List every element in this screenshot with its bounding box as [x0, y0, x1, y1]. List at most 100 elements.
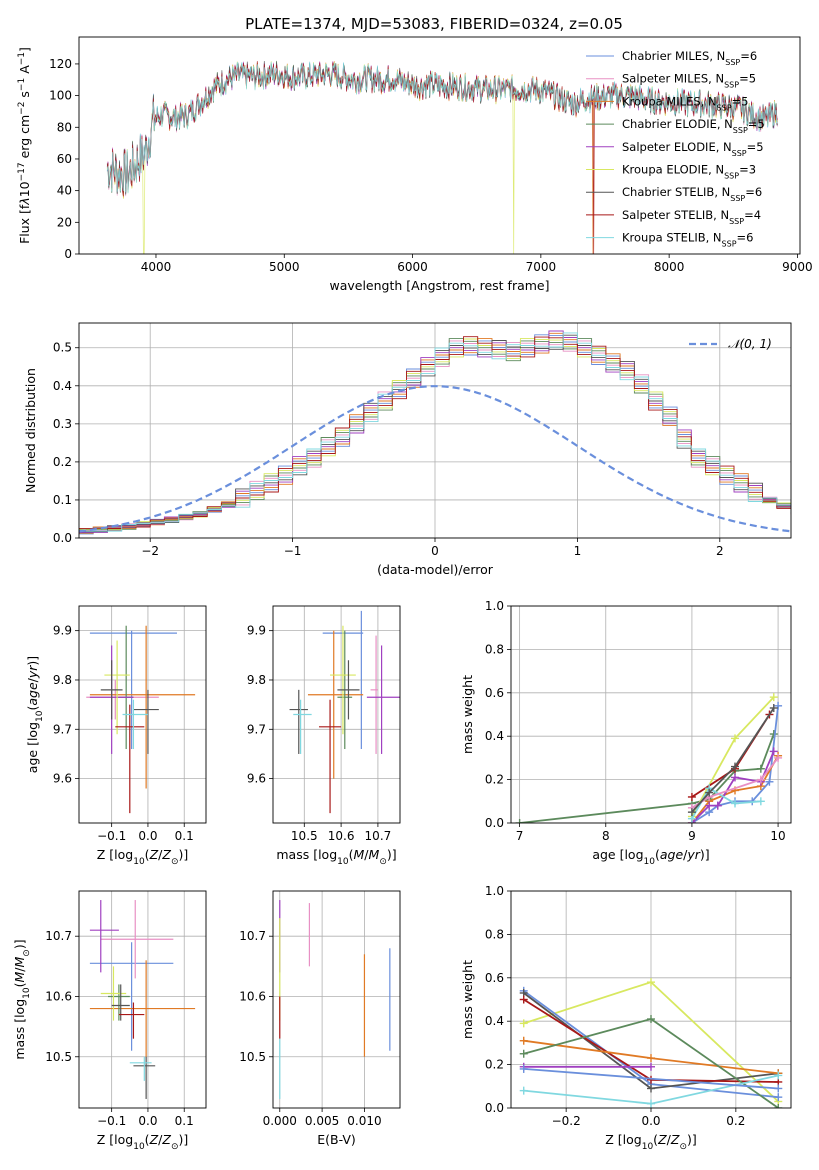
y-tick-label: 9.6 — [247, 772, 266, 786]
age-vs-metallicity-panel: −0.1 0.0 0.1 9.6 9.7 9.8 9.9 Z [log10(Z/Z⊙)] age… — [25, 605, 207, 867]
series-marker-kroupa_elodie — [731, 734, 739, 743]
series-marker-salpeter_elodie — [713, 801, 722, 810]
y-tick-label: 60 — [57, 152, 72, 166]
x-tick-label: 7000 — [526, 260, 557, 274]
errorbar-point-kroupa_elodie — [330, 625, 356, 735]
x-axis-label: wavelength [Angstrom, rest frame] — [329, 278, 549, 293]
x-tick-label: 9000 — [782, 260, 813, 274]
axes-frame: 7 8 9 10 0.0 0.2 0.4 0.6 0.8 1.0 age [log10(age/yr… — [460, 599, 792, 867]
errorbar-point-chabrier_miles — [89, 630, 177, 750]
y-tick-label: 10.6 — [239, 989, 266, 1003]
y-tick-label: 0.1 — [53, 493, 72, 507]
y-tick-label: 9.9 — [247, 624, 266, 638]
errorbar-point-chabrier_stelib — [289, 689, 308, 754]
x-tick-label: 0.1 — [175, 829, 194, 843]
series-marker-kroupa_elodie — [647, 978, 655, 987]
errorbar-point-chabrier_stelib — [111, 984, 130, 1021]
y-tick-label: 10.6 — [45, 989, 72, 1003]
figure-title: PLATE=1374, MJD=53083, FIBERID=0324, z=0… — [245, 15, 623, 33]
axes-frame: 0.000 0.005 0.010 10.5 10.6 10.7 E(B-V) — [239, 890, 401, 1147]
series-marker-chabrier_elodie — [647, 1015, 655, 1024]
series-marker-chabrier_stelib — [731, 762, 739, 771]
series-marker-kroupa_stelib — [647, 1099, 655, 1108]
y-tick-label: 0.8 — [485, 927, 504, 941]
y-tick-label: 0.0 — [53, 531, 72, 545]
x-tick-label: 0.010 — [347, 1114, 381, 1128]
axes-frame: 4000 5000 6000 7000 8000 9000 0 20 40 60 80 100 120 w… — [17, 36, 813, 293]
axes-border — [510, 605, 792, 824]
y-axis-label: Normed distribution — [23, 368, 38, 493]
x-tick-label: 9 — [688, 829, 696, 843]
axes-frame: −0.2 0.0 0.2 0.0 0.2 0.4 0.6 0.8 1.0 Z [log10(Z/Z… — [460, 884, 792, 1152]
errorbar-point-salpeter_miles — [370, 635, 378, 754]
y-tick-label: 9.9 — [53, 624, 72, 638]
x-tick-label: 0.0 — [641, 1114, 660, 1128]
y-tick-label: 0.2 — [485, 773, 504, 787]
errorbar-point-kroupa_stelib — [122, 699, 148, 750]
y-tick-label: 9.8 — [247, 673, 266, 687]
series-marker-salpeter_elodie — [705, 801, 714, 810]
y-tick-label: 0 — [64, 247, 72, 261]
y-axis-label: mass [log10(M/M⊙)] — [12, 939, 32, 1059]
spectrum-line-kroupa_stelib — [106, 61, 778, 194]
series-marker-kroupa_elodie — [769, 693, 778, 702]
x-axis-label: mass [log10(M/M⊙)] — [276, 847, 396, 867]
axes-border — [78, 605, 207, 824]
mass-vs-metallicity-panel: −0.1 0.0 0.1 10.5 10.6 10.7 Z [log10(Z/Z⊙)] mas… — [12, 890, 207, 1152]
legend-label: Chabrier STELIB, NSSP=6 — [622, 185, 762, 203]
y-tick-label: 9.8 — [53, 673, 72, 687]
mass-vs-ebv-panel: 0.000 0.005 0.010 10.5 10.6 10.7 E(B-V) — [239, 890, 401, 1147]
errorbar-point-salpeter_miles — [100, 900, 174, 979]
series-marker-chabrier_miles — [774, 701, 783, 710]
normal-curve — [79, 385, 791, 533]
series-marker-chabrier_miles — [774, 1093, 783, 1102]
series-marker-chabrier_stelib — [705, 788, 714, 797]
errorbar-point-kroupa_stelib — [129, 1056, 152, 1081]
errorbar-point-salpeter_elodie — [89, 900, 119, 973]
axes-frame: −2 −1 0 1 2 0.0 0.1 0.2 0.3 0.4 0.5 (data-model)/er… — [23, 322, 792, 577]
legend: Chabrier MILES, NSSP=6 Salpeter MILES, NS… — [586, 49, 765, 248]
y-tick-label: 0.3 — [53, 417, 72, 431]
errorbar-point-kroupa_miles — [89, 960, 196, 1057]
errorbar-point-chabrier_stelib — [133, 689, 159, 754]
x-tick-label: −0.1 — [97, 829, 126, 843]
histogram-salpeter_miles — [79, 340, 791, 531]
mass-weight-vs-metallicity-panel: −0.2 0.0 0.2 0.0 0.2 0.4 0.6 0.8 1.0 Z [log10(Z/Z… — [460, 884, 792, 1152]
y-tick-label: 120 — [49, 57, 72, 71]
age-vs-mass-panel: 10.5 10.6 10.7 9.6 9.7 9.8 9.9 mass [log10(M/M⊙… — [247, 605, 401, 867]
x-tick-label: −0.2 — [552, 1114, 581, 1128]
x-tick-label: 4000 — [141, 260, 172, 274]
x-tick-label: 7 — [516, 829, 524, 843]
axes-border — [78, 36, 801, 255]
x-tick-label: 8 — [602, 829, 610, 843]
series-line-chabrier_elodie — [519, 733, 775, 823]
errorbar-point-kroupa_miles — [307, 630, 364, 779]
x-tick-label: 0.0 — [138, 1114, 157, 1128]
x-tick-label: 10.6 — [328, 829, 355, 843]
x-tick-label: −2 — [141, 544, 159, 558]
errorbar-point-kroupa_elodie — [104, 640, 130, 735]
histogram-kroupa_stelib — [79, 332, 791, 532]
errorbar-point-salpeter_stelib — [115, 704, 145, 814]
series-marker-salpeter_miles — [774, 753, 783, 762]
x-tick-label: 0.1 — [175, 1114, 194, 1128]
errorbar-point-chabrier_miles — [89, 942, 174, 1051]
y-tick-label: 9.7 — [53, 722, 72, 736]
series-marker-salpeter_elodie — [731, 773, 739, 782]
y-tick-label: 0.4 — [485, 729, 504, 743]
errorbar-point-salpeter_elodie — [366, 645, 400, 754]
y-axis-label: mass weight — [460, 675, 475, 754]
y-tick-label: 1.0 — [485, 599, 504, 613]
y-tick-label: 10.5 — [239, 1050, 266, 1064]
series-marker-kroupa_stelib — [731, 799, 739, 808]
axes-frame: −0.1 0.0 0.1 9.6 9.7 9.8 9.9 Z [log10(Z/Z⊙)] age… — [25, 605, 207, 867]
x-tick-label: 10.7 — [365, 829, 392, 843]
x-axis-label: E(B-V) — [317, 1132, 356, 1147]
axes-frame: 10.5 10.6 10.7 9.6 9.7 9.8 9.9 mass [log10(M/M⊙… — [247, 605, 401, 867]
y-axis-label: mass weight — [460, 960, 475, 1039]
errorbar-point-kroupa_miles — [89, 625, 196, 789]
errorbar-point-salpeter_stelib — [118, 1002, 145, 1039]
legend-label: 𝒩(0, 1) — [728, 337, 772, 351]
series-marker-salpeter_stelib — [519, 995, 528, 1004]
legend-label: Kroupa STELIB, NSSP=6 — [622, 231, 753, 249]
